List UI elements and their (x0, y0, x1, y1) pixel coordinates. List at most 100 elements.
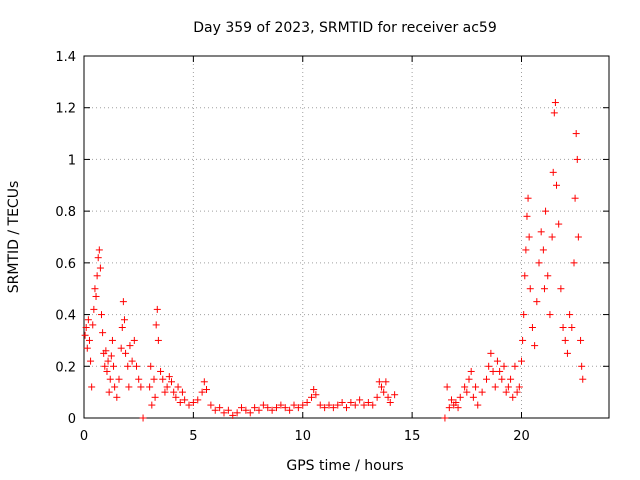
chart-title: Day 359 of 2023, SRMTID for receiver ac5… (193, 20, 497, 36)
x-tick-label: 5 (189, 429, 197, 444)
data-point (548, 233, 556, 241)
data-point (303, 398, 311, 406)
data-point (456, 393, 464, 401)
data-point (448, 396, 455, 404)
data-point (523, 212, 531, 220)
data-point (551, 99, 559, 107)
data-point (524, 194, 532, 202)
data-point (347, 398, 355, 406)
data-point (454, 404, 462, 412)
data-point (465, 375, 473, 383)
data-point (535, 259, 543, 267)
data-point (483, 375, 490, 383)
data-point (84, 316, 92, 324)
data-point (557, 285, 565, 293)
data-point (238, 404, 245, 412)
data-point (93, 272, 101, 280)
data-point (110, 362, 118, 370)
data-point (92, 292, 100, 300)
data-point (391, 391, 399, 399)
data-point (95, 246, 103, 254)
data-point (147, 362, 155, 370)
data-point (176, 398, 184, 406)
data-point (119, 298, 127, 306)
data-point (570, 259, 578, 267)
data-point (537, 228, 545, 236)
data-point (443, 383, 451, 391)
data-point (461, 383, 469, 391)
data-point (85, 336, 93, 344)
data-point (526, 285, 534, 293)
y-tick-label: 1.2 (55, 102, 76, 117)
data-point (531, 342, 539, 350)
data-point (154, 336, 162, 344)
data-point (579, 375, 587, 383)
data-point (500, 362, 508, 370)
data-point (578, 362, 586, 370)
data-point (299, 401, 307, 409)
data-point (128, 357, 136, 365)
data-point (135, 375, 143, 383)
data-point (159, 375, 167, 383)
data-point (264, 404, 272, 412)
data-point (308, 393, 315, 401)
data-point (178, 388, 186, 396)
data-point (242, 406, 250, 414)
data-point (485, 362, 493, 370)
data-point (229, 411, 237, 419)
data-point (568, 324, 576, 331)
data-point (553, 181, 560, 189)
data-point (487, 349, 495, 357)
data-point (108, 336, 116, 344)
data-point (509, 393, 517, 401)
data-point (87, 357, 95, 365)
data-point (511, 362, 519, 370)
data-point (117, 344, 125, 352)
data-point (170, 388, 178, 396)
data-point (148, 401, 156, 409)
data-point (106, 375, 114, 383)
data-point (216, 404, 224, 412)
x-tick-label: 20 (513, 429, 530, 444)
data-point (107, 352, 115, 360)
data-point (200, 378, 208, 386)
data-point (566, 311, 574, 319)
data-point (325, 401, 333, 409)
data-point (540, 285, 548, 293)
y-axis-label: SRMTID / TECUs (6, 181, 22, 294)
data-point (81, 331, 89, 339)
data-point (312, 391, 320, 399)
data-point (174, 383, 182, 391)
data-point (133, 362, 140, 370)
data-point (539, 246, 547, 254)
data-point (463, 388, 471, 396)
data-point (373, 393, 381, 401)
data-point (259, 401, 267, 409)
data-point (384, 393, 392, 401)
data-point (364, 398, 372, 406)
data-point (316, 401, 324, 409)
data-point (555, 220, 563, 228)
data-point (153, 305, 161, 313)
data-point (491, 383, 499, 391)
data-point (338, 398, 346, 406)
data-point (546, 311, 554, 319)
data-point (452, 398, 460, 406)
data-point (137, 383, 145, 391)
data-point (113, 393, 121, 401)
y-tick-label: 1.4 (55, 50, 76, 65)
x-tick-label: 0 (80, 429, 88, 444)
data-point (120, 316, 128, 324)
data-point (146, 383, 154, 391)
data-point (246, 409, 254, 417)
data-point (122, 349, 130, 357)
data-point (103, 367, 111, 375)
data-point (286, 406, 294, 414)
data-point (189, 398, 197, 406)
x-axis-label: GPS time / hours (286, 458, 403, 474)
data-point (105, 388, 113, 396)
data-point (281, 404, 289, 412)
data-point (102, 347, 110, 355)
data-point (574, 233, 582, 241)
